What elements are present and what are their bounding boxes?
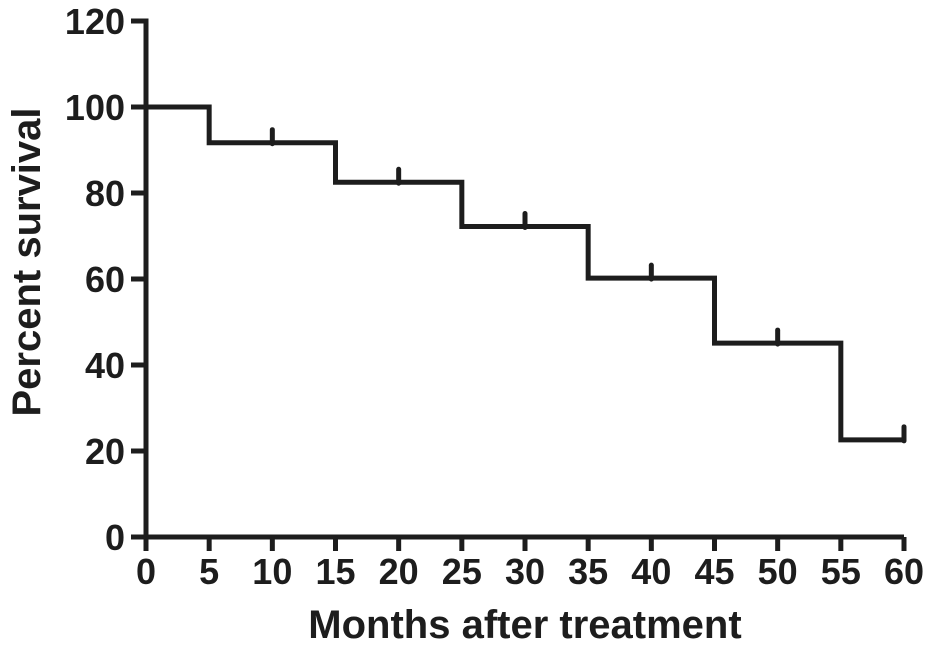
x-tick-label: 20 (379, 551, 419, 592)
x-tick-label: 25 (442, 551, 482, 592)
x-tick-label: 30 (505, 551, 545, 592)
x-tick-label: 35 (568, 551, 608, 592)
y-tick-label: 40 (85, 345, 125, 386)
y-tick-label: 0 (105, 517, 125, 558)
chart-generated: 0 20 40 60 80 100 120 0 5 10 15 20 25 30 35 40 45 50 55 60 (65, 1, 924, 592)
y-tick-label: 80 (85, 173, 125, 214)
y-tick-label: 60 (85, 259, 125, 300)
x-tick-label: 55 (821, 551, 861, 592)
x-tick-label: 60 (884, 551, 924, 592)
x-tick-label: 10 (252, 551, 292, 592)
x-tick-label: 15 (315, 551, 355, 592)
x-axis-title: Months after treatment (308, 603, 741, 647)
y-tick-label: 120 (65, 1, 125, 42)
x-tick-label: 0 (136, 551, 156, 592)
survival-curve (146, 104, 904, 443)
x-tick-label: 5 (199, 551, 219, 592)
y-tick-label: 100 (65, 87, 125, 128)
x-tick-label: 50 (758, 551, 798, 592)
y-axis-title: Percent survival (5, 107, 49, 416)
x-tick-label: 45 (694, 551, 734, 592)
x-tick-label: 40 (631, 551, 671, 592)
y-tick-label: 20 (85, 431, 125, 472)
